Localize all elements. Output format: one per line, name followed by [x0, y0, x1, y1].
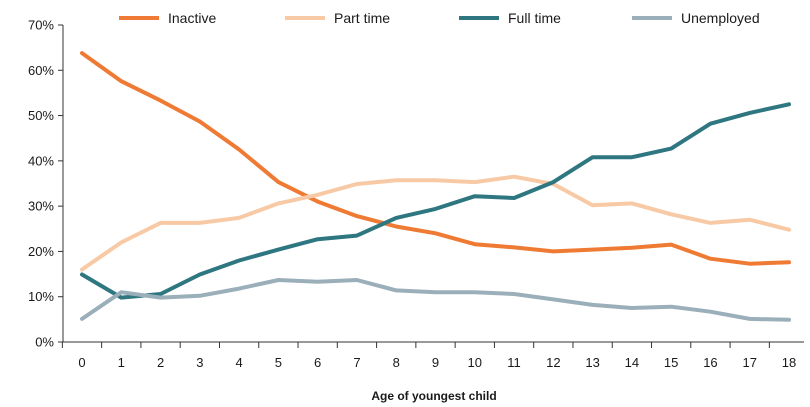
legend: Inactive Part time Full time Unemployed — [119, 10, 760, 26]
series-line-inactive — [80, 51, 791, 266]
x-tick-label: 4 — [235, 355, 242, 370]
x-tick-label: 1 — [118, 355, 125, 370]
legend-label-inactive: Inactive — [168, 10, 216, 26]
x-tick-label: 0 — [78, 355, 85, 370]
x-tick-label: 17 — [742, 355, 756, 370]
legend-label-full-time: Full time — [508, 10, 561, 26]
series-line-part-time — [80, 174, 791, 272]
y-tick-label: 60% — [28, 63, 54, 78]
y-tick-label: 30% — [28, 199, 54, 214]
series-line-unemployed — [80, 278, 791, 322]
x-tick-label: 16 — [703, 355, 717, 370]
y-tick-label: 0% — [35, 335, 54, 350]
x-tick-label: 3 — [196, 355, 203, 370]
x-tick-label: 6 — [314, 355, 321, 370]
legend-label-unemployed: Unemployed — [681, 10, 760, 26]
x-tick-label: 10 — [468, 355, 482, 370]
y-tick-label: 10% — [28, 289, 54, 304]
x-tick-label: 8 — [393, 355, 400, 370]
legend-label-part-time: Part time — [334, 10, 390, 26]
y-tick-label: 40% — [28, 153, 54, 168]
x-tick-label: 5 — [275, 355, 282, 370]
series-lines — [80, 51, 791, 322]
y-tick-label: 20% — [28, 244, 54, 259]
x-tick-label: 15 — [664, 355, 678, 370]
y-tick-label: 70% — [28, 18, 54, 33]
x-tick-label: 18 — [782, 355, 796, 370]
series-line-full-time — [80, 102, 791, 300]
x-tick-label: 11 — [507, 355, 521, 370]
x-tick-label: 13 — [585, 355, 599, 370]
x-tick-label: 2 — [157, 355, 164, 370]
y-axis: 0% 10% 20% 30% 40% 50% 60% 70% — [28, 18, 64, 350]
x-axis: 0 1 2 3 4 5 6 7 8 9 10 11 12 13 14 15 16 17 18 — [61, 341, 804, 370]
y-tick-label: 50% — [28, 108, 54, 123]
x-tick-label: 9 — [432, 355, 439, 370]
x-axis-label: Age of youngest child — [371, 389, 496, 403]
x-tick-label: 12 — [546, 355, 560, 370]
x-tick-label: 7 — [353, 355, 360, 370]
x-tick-label: 14 — [625, 355, 639, 370]
